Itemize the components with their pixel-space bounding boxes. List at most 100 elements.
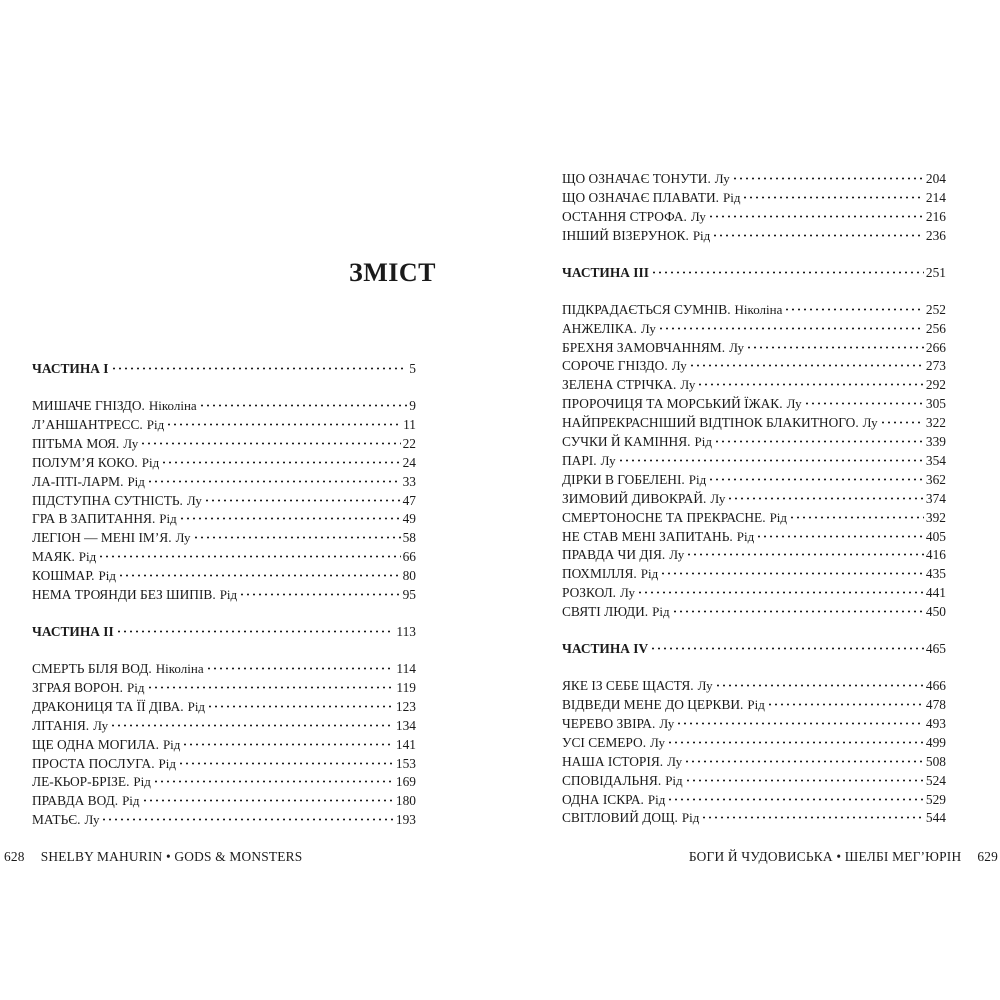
entry-page-number: 216 [925,208,946,224]
entry-narrator: Рід [688,471,707,487]
toc-entry: ДРАКОНИЦЯ ТА ЇЇ ДІВА. Рід 123 [32,691,416,714]
toc-entry: ПІДСТУПНА СУТНІСТЬ. Лу 47 [32,485,416,508]
entry-title: ПІДКРАДАЄТЬСЯ СУМНІВ. Ніколіна [562,301,783,317]
entry-title: ВІДВЕДИ МЕНЕ ДО ЦЕРКВИ. Рід [562,697,765,712]
entry-page-number: 123 [395,698,416,714]
entry-title: ІНШИЙ ВІЗЕРУНОК. Рід [562,227,711,243]
entry-page-number: 266 [925,339,946,355]
entry-page-number: 508 [925,753,946,769]
entry-title: ЛЕГІОН — МЕНІ ІМ’Я. Лу [32,530,191,546]
entry-narrator: Рід [694,434,712,449]
footer-book: GODS & MONSTERS [174,849,303,864]
dot-leader [789,502,924,522]
dot-leader [650,257,924,277]
entry-narrator: Рід [722,189,741,205]
entry-title: МАТЬЄ. Лу [32,812,100,828]
dot-leader [784,294,924,314]
entry-narrator: Рід [146,416,165,432]
toc-entry: ЛЕГІОН — МЕНІ ІМ’Я. Лу 58 [32,523,416,545]
entry-page-number: 435 [925,566,946,582]
dot-leader [707,201,924,221]
running-footer-left: 628 SHELBY MAHURIN • GODS & MONSTERS [4,849,302,865]
entry-narrator: Рід [127,473,145,489]
dot-leader [660,559,924,579]
entry-narrator: Лу [186,492,202,508]
toc-entry: ІНШИЙ ВІЗЕРУНОК. Рід 236 [562,220,946,243]
toc-entry: ПРОСТА ПОСЛУГА. Рід 153 [32,748,416,771]
entry-page-number: 493 [925,715,946,731]
toc-entry: СВІТЛОВИЙ ДОЩ. Рід 544 [562,803,946,825]
dot-leader [637,578,924,598]
dot-leader [701,803,924,823]
dot-leader [146,672,395,692]
entry-narrator: Лу [697,678,713,694]
toc-entry: АНЖЕЛІКА. Лу 256 [562,313,946,336]
entry-page-number: 354 [925,452,946,468]
entry-title: ЩО ОЗНАЧАЄ ПЛАВАТИ. Рід [562,189,741,205]
toc-entry: Л’АНШАНТРЕСС. Рід 11 [32,409,416,432]
entry-title: РОЗКОЛ. Лу [562,585,636,601]
toc-entry: ОСТАННЯ СТРОФА. Лу 216 [562,201,946,224]
entry-page-number: 305 [925,396,946,412]
entry-title: СВЯТІ ЛЮДИ. Рід [562,604,670,620]
entry-title: КОШМАР. Рід [32,568,116,584]
entry-narrator: Лу [123,435,139,451]
footer-author: SHELBY MAHURIN [40,849,163,864]
running-footer-right: БОГИ Й ЧУДОВИСЬКА • ШЕЛБІ МЕГ’ЮРІН 629 [689,849,998,865]
toc-entry: СОРОЧЕ ГНІЗДО. Лу 273 [562,351,946,373]
dot-leader [110,354,408,373]
entry-page-number: 374 [925,490,946,506]
dot-leader [684,746,924,766]
entry-title: НАЙПРЕКРАСНІШИЙ ВІДТІНОК БЛАКИТНОГО. Лу [562,415,878,431]
entry-page-number: 113 [396,624,416,639]
dot-leader [192,523,401,543]
dot-leader [115,617,395,636]
dot-leader [146,466,401,486]
entry-narrator: Лу [600,452,616,468]
entry-narrator: Лу [84,812,100,828]
entry-narrator: Лу [93,717,109,733]
entry-narrator: Рід [127,679,145,695]
entry-title: ЗИМОВИЙ ДИВОКРАЙ. Лу [562,490,726,506]
entry-narrator: Лу [710,490,726,506]
entry-title: ЧАСТИНА II [32,624,114,639]
entry-narrator: Лу [690,208,706,224]
dot-leader [708,464,924,484]
entry-page-number: 465 [925,641,946,657]
dot-leader [714,671,924,691]
toc-entry: ЩО ОЗНАЧАЄ ТОНУТИ. Лу 204 [562,164,946,186]
dot-leader [746,332,924,352]
entry-page-number: 441 [925,585,946,601]
entry-narrator: Лу [862,415,878,431]
entry-page-number: 236 [925,227,946,243]
entry-title: ЩО ОЗНАЧАЄ ТОНУТИ. Лу [562,171,730,186]
toc-entry: ВІДВЕДИ МЕНЕ ДО ЦЕРКВИ. Рід 478 [562,690,946,712]
entry-narrator: Рід [98,568,116,584]
entry-narrator: Рід [158,755,177,771]
entry-narrator: Рід [736,528,755,544]
dot-leader [686,540,924,560]
toc-entry: ГРА В ЗАПИТАННЯ. Рід 49 [32,504,416,526]
toc-entry: СПОВІДАЛЬНЯ. Рід 524 [562,765,946,788]
entry-narrator: Лу [669,547,685,563]
dot-leader [688,351,924,371]
dot-leader [152,767,394,787]
entry-page-number: 33 [402,473,416,489]
dot-leader [101,805,394,825]
footer-bullet: • [836,849,842,864]
entry-page-number: 478 [925,697,946,712]
entry-narrator: Рід [219,587,238,602]
entry-narrator: Лу [620,585,636,601]
toc-entry: ПАРІ. Лу 354 [562,445,946,468]
entry-page-number: 58 [402,530,416,546]
entry-page-number: 405 [925,528,946,544]
entry-page-number: 273 [925,358,946,374]
entry-title: ЯКЕ ІЗ СЕБЕ ЩАСТЯ. Лу [562,678,713,694]
toc-entry: СУЧКИ Й КАМІННЯ. Рід 339 [562,427,946,449]
entry-title: ОСТАННЯ СТРОФА. Лу [562,208,706,224]
entry-page-number: 214 [925,189,946,205]
entry-title: ЛІТАНІЯ. Лу [32,717,109,733]
toc-entry: ПРАВДА ЧИ ДІЯ. Лу 416 [562,540,946,563]
entry-title: ЧАСТИНА I [32,361,109,376]
toc-entry: МАТЬЄ. Лу 193 [32,805,416,827]
